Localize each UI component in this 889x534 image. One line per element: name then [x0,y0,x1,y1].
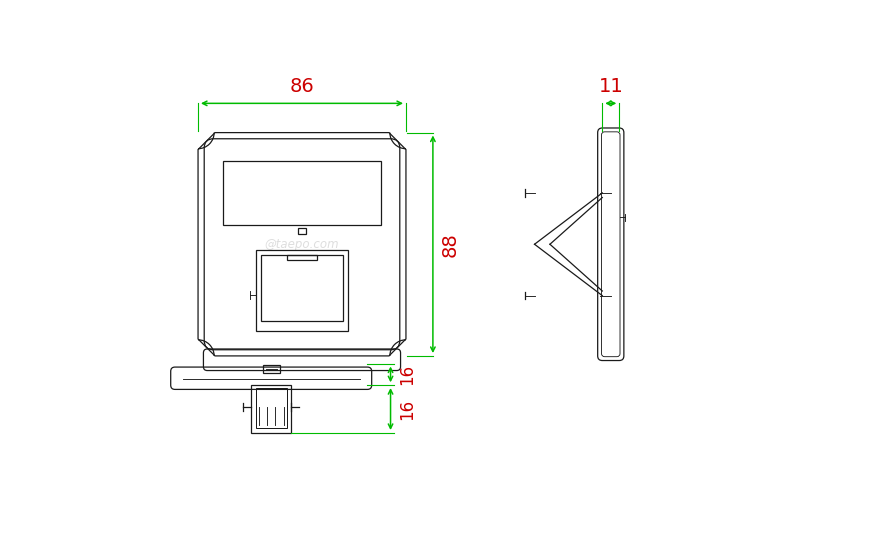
Bar [256,388,286,428]
Bar [256,250,348,331]
Text: @taepo.com: @taepo.com [265,238,340,251]
Text: 16: 16 [398,364,416,385]
Text: 86: 86 [290,77,315,96]
Text: 11: 11 [598,77,623,96]
Bar [298,228,306,234]
Text: 88: 88 [441,232,460,257]
Bar [286,255,317,261]
Bar [261,255,342,321]
Bar [263,365,280,373]
Bar [222,161,381,225]
Text: 16: 16 [398,398,416,420]
Bar [252,385,292,433]
